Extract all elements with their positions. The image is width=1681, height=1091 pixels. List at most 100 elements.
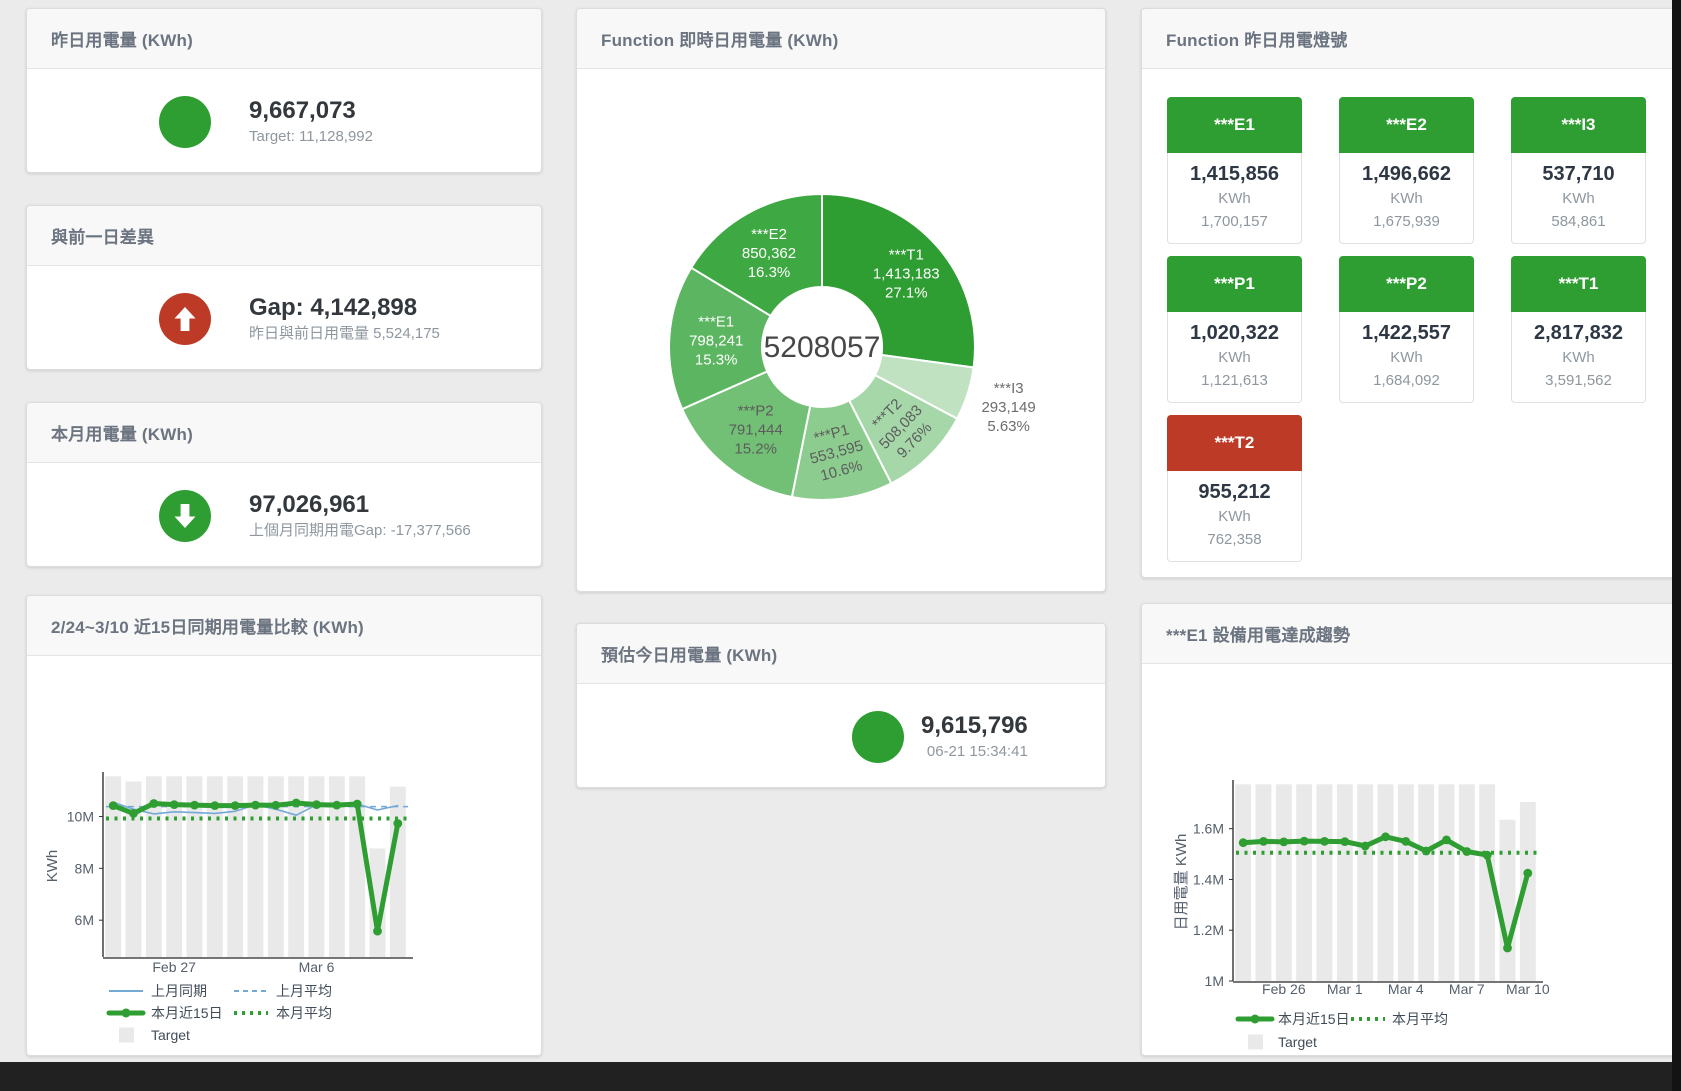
donut-slice-label: ***P1553,59510.6% [803, 419, 870, 486]
panel-header: 預估今日用電量 (KWh) [577, 624, 1105, 684]
donut-slice-P2[interactable] [680, 370, 812, 499]
legend-item[interactable]: 上月平均 [234, 983, 332, 999]
y-tick-label: 1.2M [1193, 922, 1224, 938]
legend-item[interactable]: 本月平均 [1351, 1011, 1448, 1027]
scrollbar-track[interactable] [1672, 0, 1681, 1091]
panel-compare-chart: 2/24~3/10 近15日同期用電量比較 (KWh) 6M 8M 10M Feb 2… [26, 595, 542, 1056]
panel-month-usage: 本月用電量 (KWh) 97,026,961 上個月同期用電Gap: -17,3… [26, 402, 542, 567]
light-tile-target: 3,591,562 [1545, 372, 1612, 389]
donut-slice-E1[interactable] [668, 266, 773, 411]
light-tile-value: 1,020,322 [1190, 322, 1279, 344]
panel-header: Function 昨日用電燈號 [1142, 9, 1676, 69]
light-tile-value: 1,415,856 [1190, 163, 1279, 185]
legend-item[interactable]: Target [1248, 1034, 1317, 1050]
y-tick-label: 1.6M [1193, 821, 1224, 837]
panel-title: 預估今日用電量 (KWh) [601, 646, 778, 665]
legend-item[interactable]: 本月近15日 [1235, 1011, 1350, 1027]
light-tile-target: 762,358 [1207, 531, 1262, 548]
stat-subtitle: 昨日與前日用電量 5,524,175 [249, 324, 440, 342]
light-tile-label: ***T2 [1167, 415, 1302, 471]
light-tile-unit: KWh [1562, 349, 1595, 366]
x-tick-label: Mar 4 [1388, 981, 1424, 997]
light-tile-target: 1,121,613 [1201, 372, 1268, 389]
panel-header: ***E1 設備用電達成趨勢 [1142, 604, 1676, 664]
light-tile-unit: KWh [1218, 349, 1251, 366]
light-tile-value: 955,212 [1198, 481, 1271, 503]
x-tick-label: Feb 26 [1262, 981, 1306, 997]
donut-slice-label: ***P2 791,444 15.2% [729, 403, 783, 458]
panel-realtime-donut: Function 即時日用電量 (KWh) ***T1 1,413,183 27.1… [576, 8, 1106, 592]
light-tile: ***E2 1,496,662 KWh 1,675,939 [1339, 97, 1474, 244]
donut-slice-label: ***I3 293,149 5.63% [981, 380, 1035, 435]
y-axis-title: 日用電量 KWh [1173, 834, 1190, 931]
donut-slice-T1[interactable] [821, 192, 976, 369]
panel-trend-chart: ***E1 設備用電達成趨勢 1M 1.2M 1.4M 1.6M Feb 26 Mar 1… [1141, 603, 1677, 1056]
lights-grid: ***E1 1,415,856 KWh 1,700,157 ***E2 1,49… [1167, 97, 1676, 562]
panel-header: 2/24~3/10 近15日同期用電量比較 (KWh) [27, 596, 541, 656]
panel-header: 昨日用電量 (KWh) [27, 9, 541, 69]
x-tick-label: Mar 6 [299, 959, 335, 975]
x-tick-label: Mar 10 [1506, 981, 1550, 997]
stat-value: Gap: 4,142,898 [249, 293, 418, 321]
light-tile-label: ***I3 [1511, 97, 1646, 153]
light-tile-label: ***P1 [1167, 256, 1302, 312]
light-tile-target: 1,675,939 [1373, 213, 1440, 230]
panel-yesterday-usage: 昨日用電量 (KWh) 9,667,073 Target: 11,128,992 [26, 8, 542, 173]
stat-value: 9,615,796 [921, 711, 1028, 739]
light-tile-value: 1,496,662 [1362, 163, 1451, 185]
panel-header: 本月用電量 (KWh) [27, 403, 541, 463]
svg-text:上月同期: 上月同期 [151, 983, 207, 999]
donut-slice-label: ***T1 1,413,183 27.1% [873, 246, 940, 301]
status-dot-green [159, 95, 211, 148]
legend-item[interactable]: 本月平均 [234, 1005, 332, 1021]
svg-text:Target: Target [1278, 1034, 1317, 1050]
stat-subtitle: Target: 11,128,992 [249, 127, 373, 145]
light-tile-value: 2,817,832 [1534, 322, 1623, 344]
trend-line-chart[interactable]: 1M 1.2M 1.4M 1.6M Feb 26 Mar 1 Mar 4 Mar 7 Mar 1… [1142, 664, 1676, 1055]
svg-text:本月近15日: 本月近15日 [151, 1005, 223, 1021]
donut-slice-label: ***E2 850,362 16.3% [742, 226, 796, 281]
x-tick-label: Feb 27 [152, 959, 196, 975]
svg-text:本月平均: 本月平均 [276, 1005, 332, 1021]
donut-center-total: 5208057 [764, 331, 881, 364]
status-dot-green [852, 710, 904, 763]
realtime-donut-chart[interactable]: ***T1 1,413,183 27.1%***I3 293,149 5.63%***T… [577, 69, 1105, 591]
light-tile-label: ***E1 [1167, 97, 1302, 153]
panel-title: 2/24~3/10 近15日同期用電量比較 (KWh) [51, 618, 364, 637]
svg-text:本月平均: 本月平均 [1392, 1011, 1448, 1027]
panel-title: Function 昨日用電燈號 [1166, 31, 1348, 50]
legend-item[interactable]: 上月同期 [109, 983, 207, 999]
panel-title: 與前一日差異 [51, 228, 155, 247]
light-tile-value: 1,422,557 [1362, 322, 1451, 344]
light-tile-value: 537,710 [1542, 163, 1615, 185]
light-tile-target: 1,684,092 [1373, 372, 1440, 389]
light-tile-unit: KWh [1390, 190, 1423, 207]
panel-lights: Function 昨日用電燈號 ***E1 1,415,856 KWh 1,70… [1141, 8, 1677, 578]
light-tile: ***T2 955,212 KWh 762,358 [1167, 415, 1302, 562]
stat-subtitle: 上個月同期用電Gap: -17,377,566 [249, 521, 471, 539]
stat-value: 9,667,073 [249, 96, 356, 124]
svg-text:本月近15日: 本月近15日 [1278, 1011, 1350, 1027]
light-tile: ***E1 1,415,856 KWh 1,700,157 [1167, 97, 1302, 244]
panel-header: Function 即時日用電量 (KWh) [577, 9, 1105, 69]
legend-item[interactable]: 本月近15日 [106, 1005, 223, 1021]
panel-title: Function 即時日用電量 (KWh) [601, 31, 839, 50]
x-tick-label: Mar 7 [1449, 981, 1485, 997]
svg-text:上月平均: 上月平均 [276, 983, 332, 999]
arrow-down-icon [159, 489, 211, 542]
light-tile: ***I3 537,710 KWh 584,861 [1511, 97, 1646, 244]
donut-slice-E2[interactable] [689, 192, 823, 318]
panel-day-gap: 與前一日差異 Gap: 4,142,898 昨日與前日用電量 5,524,175 [26, 205, 542, 370]
donut-slice-label: ***E1 798,241 15.3% [689, 313, 743, 368]
target-bars [1235, 784, 1536, 981]
legend-item[interactable]: Target [119, 1027, 190, 1043]
dashboard: 昨日用電量 (KWh) 9,667,073 Target: 11,128,992… [0, 0, 1677, 1062]
light-tile-label: ***T1 [1511, 256, 1646, 312]
light-tile-unit: KWh [1218, 190, 1251, 207]
light-tile: ***T1 2,817,832 KWh 3,591,562 [1511, 256, 1646, 403]
light-tile-unit: KWh [1562, 190, 1595, 207]
panel-title: 昨日用電量 (KWh) [51, 31, 193, 50]
y-tick-label: 1.4M [1193, 871, 1224, 887]
